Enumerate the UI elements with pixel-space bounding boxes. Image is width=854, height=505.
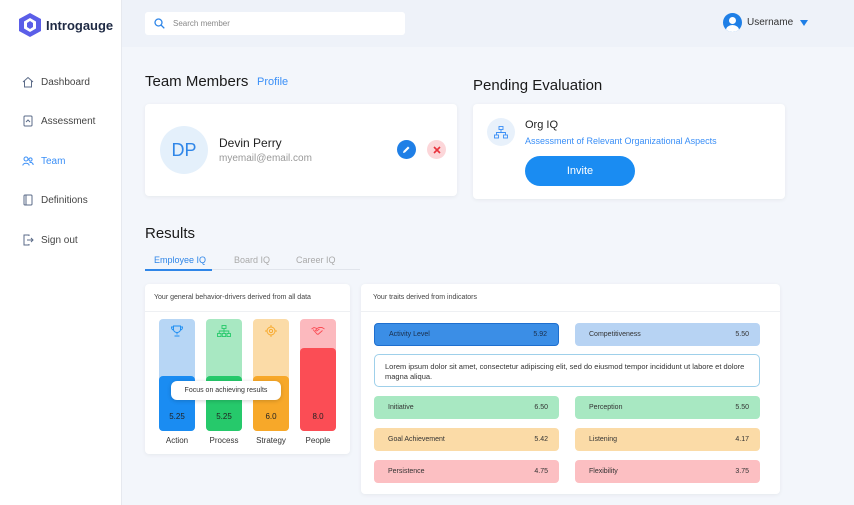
trait-label: Perception bbox=[589, 404, 623, 411]
sidebar: Introgauge Dashboard Assessment Team Def… bbox=[0, 0, 122, 505]
pending-evaluation-title: Pending Evaluation bbox=[473, 77, 603, 94]
book-icon bbox=[23, 194, 33, 206]
trait-value: 5.42 bbox=[534, 436, 548, 443]
search-box[interactable] bbox=[145, 12, 405, 35]
bar-fill-people bbox=[300, 348, 336, 431]
trait-flexibility[interactable]: Flexibility 3.75 bbox=[575, 460, 760, 483]
trait-label: Activity Level bbox=[389, 331, 430, 338]
bar-track-strategy[interactable] bbox=[253, 319, 289, 431]
trait-value: 4.17 bbox=[735, 436, 749, 443]
trait-perception[interactable]: Perception 5.50 bbox=[575, 396, 760, 419]
team-members-title: Team Members bbox=[145, 73, 249, 90]
sidebar-item-label: Definitions bbox=[41, 194, 88, 206]
bar-label: Action bbox=[165, 436, 189, 445]
evaluation-title: Org IQ bbox=[525, 119, 559, 131]
tab-board-iq[interactable]: Board IQ bbox=[234, 255, 271, 265]
bar-label: Process bbox=[209, 436, 239, 445]
bar-track-people[interactable] bbox=[300, 319, 336, 431]
edit-member-button[interactable] bbox=[397, 140, 416, 159]
trait-label: Persistence bbox=[388, 468, 425, 475]
bar-value: 5.25 bbox=[169, 412, 185, 421]
invite-button[interactable]: Invite bbox=[525, 156, 635, 186]
member-email: myemail@email.com bbox=[219, 153, 312, 164]
active-tab-indicator bbox=[145, 269, 212, 271]
org-chart-icon bbox=[487, 118, 515, 146]
bar-value: 8.0 bbox=[312, 412, 324, 421]
trait-label: Competitiveness bbox=[589, 331, 641, 338]
evaluation-description: Assessment of Relevant Organizational As… bbox=[525, 136, 717, 146]
trait-label: Initiative bbox=[388, 404, 414, 411]
remove-member-button[interactable] bbox=[427, 140, 446, 159]
bar-tooltip: Focus on achieving results bbox=[171, 381, 281, 400]
results-tabs: Employee IQ Board IQ Career IQ bbox=[145, 251, 360, 271]
username: Username bbox=[747, 17, 794, 28]
hierarchy-icon bbox=[206, 325, 242, 337]
logo[interactable]: Introgauge bbox=[18, 12, 113, 38]
sidebar-item-dashboard[interactable]: Dashboard bbox=[22, 76, 90, 88]
trait-value: 5.92 bbox=[533, 331, 547, 338]
behavior-drivers-subtitle: Your general behavior-drivers derived fr… bbox=[154, 294, 311, 301]
trait-goal-achievement[interactable]: Goal Achievement 5.42 bbox=[374, 428, 559, 451]
trait-value: 3.75 bbox=[735, 468, 749, 475]
home-icon bbox=[22, 76, 34, 88]
member-card: DP Devin Perry myemail@email.com bbox=[145, 104, 457, 196]
target-icon bbox=[253, 325, 289, 337]
sidebar-item-team[interactable]: Team bbox=[22, 155, 65, 167]
user-menu[interactable]: Username bbox=[723, 13, 809, 32]
traits-card: Your traits derived from indicators bbox=[361, 284, 780, 494]
sign-out-icon bbox=[23, 234, 34, 246]
trait-value: 5.50 bbox=[735, 404, 749, 411]
close-icon bbox=[432, 145, 441, 154]
assessment-icon bbox=[23, 115, 33, 127]
sidebar-item-assessment[interactable]: Assessment bbox=[22, 115, 95, 127]
bar-value: 5.25 bbox=[216, 412, 232, 421]
trait-description: Lorem ipsum dolor sit amet, consectetur … bbox=[374, 354, 760, 387]
sidebar-item-label: Dashboard bbox=[41, 76, 90, 88]
sidebar-item-sign-out[interactable]: Sign out bbox=[22, 234, 78, 246]
trait-activity-level[interactable]: Activity Level 5.92 bbox=[374, 323, 559, 346]
pending-evaluation-card: Org IQ Assessment of Relevant Organizati… bbox=[473, 104, 785, 199]
search-icon bbox=[154, 18, 165, 29]
tab-career-iq[interactable]: Career IQ bbox=[296, 255, 336, 265]
caret-down-icon bbox=[800, 19, 809, 26]
app-name: Introgauge bbox=[46, 17, 114, 33]
sidebar-item-label: Sign out bbox=[41, 234, 78, 246]
results-title: Results bbox=[145, 225, 196, 242]
traits-subtitle: Your traits derived from indicators bbox=[373, 294, 478, 301]
profile-link[interactable]: Profile bbox=[257, 76, 289, 88]
trait-value: 6.50 bbox=[534, 404, 548, 411]
member-initials: DP bbox=[160, 126, 208, 174]
bar-value: 6.0 bbox=[265, 412, 277, 421]
trait-competitiveness[interactable]: Competitiveness 5.50 bbox=[575, 323, 760, 346]
trait-persistence[interactable]: Persistence 4.75 bbox=[374, 460, 559, 483]
pencil-icon bbox=[403, 146, 410, 153]
sidebar-item-label: Team bbox=[41, 155, 66, 167]
handshake-icon bbox=[300, 325, 336, 337]
sidebar-item-label: Assessment bbox=[41, 115, 96, 127]
trait-label: Listening bbox=[589, 436, 618, 443]
bar-label: People bbox=[305, 436, 331, 445]
logo-cube-icon bbox=[19, 13, 41, 37]
sidebar-item-definitions[interactable]: Definitions bbox=[22, 194, 88, 206]
member-name: Devin Perry bbox=[219, 136, 282, 150]
bar-label: Strategy bbox=[256, 436, 286, 445]
top-header: Username bbox=[122, 0, 854, 47]
trait-label: Flexibility bbox=[589, 468, 618, 475]
avatar bbox=[723, 13, 742, 32]
search-input[interactable] bbox=[173, 19, 393, 28]
trophy-icon bbox=[159, 325, 195, 337]
trait-value: 4.75 bbox=[534, 468, 548, 475]
trait-value: 5.50 bbox=[735, 331, 749, 338]
tab-employee-iq[interactable]: Employee IQ bbox=[154, 255, 207, 265]
trait-listening[interactable]: Listening 4.17 bbox=[575, 428, 760, 451]
team-icon bbox=[22, 156, 34, 166]
trait-label: Goal Achievement bbox=[388, 436, 445, 443]
trait-initiative[interactable]: Initiative 6.50 bbox=[374, 396, 559, 419]
